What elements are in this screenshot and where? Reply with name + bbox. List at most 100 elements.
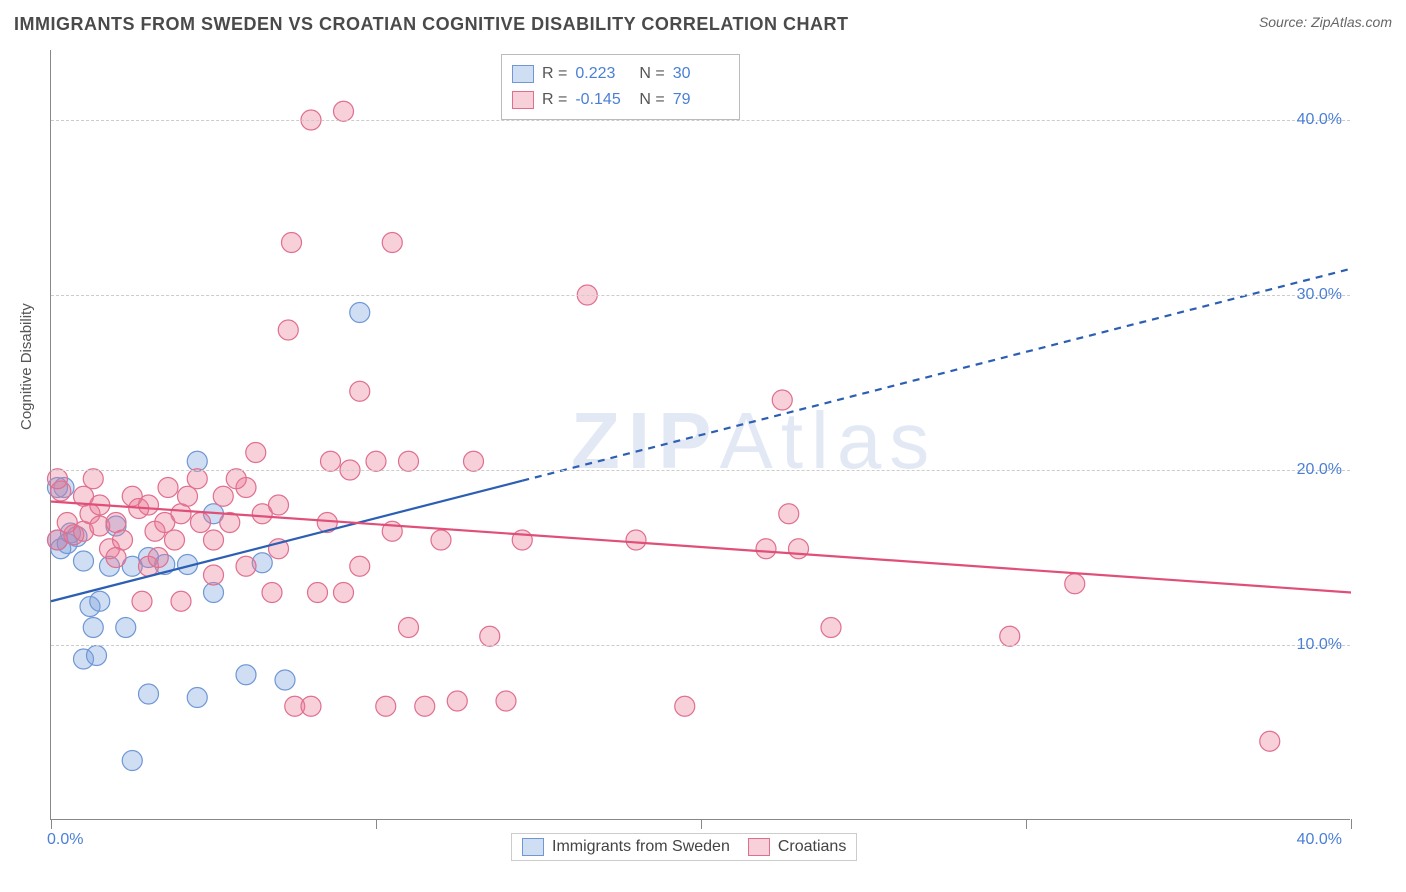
- scatter-point: [308, 583, 328, 603]
- stats-n-label: N =: [639, 65, 664, 83]
- legend-label: Croatians: [778, 838, 846, 856]
- scatter-point: [321, 451, 341, 471]
- legend-swatch: [522, 838, 544, 856]
- scatter-point: [350, 381, 370, 401]
- y-tick-label: 10.0%: [1297, 636, 1342, 654]
- scatter-point: [334, 101, 354, 121]
- x-max-label: 40.0%: [1297, 831, 1342, 849]
- y-tick-label: 40.0%: [1297, 111, 1342, 129]
- scatter-point: [48, 469, 68, 489]
- scatter-point: [83, 469, 103, 489]
- legend-swatch: [512, 91, 534, 109]
- stats-r-value: 0.223: [575, 65, 631, 83]
- scatter-point: [480, 626, 500, 646]
- gridline-h: [51, 295, 1350, 296]
- scatter-point: [1000, 626, 1020, 646]
- stats-r-label: R =: [542, 91, 567, 109]
- scatter-point: [301, 696, 321, 716]
- stats-r-value: -0.145: [575, 91, 631, 109]
- scatter-point: [148, 548, 168, 568]
- scatter-point: [1260, 731, 1280, 751]
- scatter-point: [178, 486, 198, 506]
- scatter-point: [236, 556, 256, 576]
- scatter-point: [399, 618, 419, 638]
- scatter-point: [90, 591, 110, 611]
- gridline-h: [51, 645, 1350, 646]
- gridline-h: [51, 470, 1350, 471]
- scatter-point: [139, 495, 159, 515]
- x-tick: [1351, 819, 1352, 829]
- scatter-point: [191, 513, 211, 533]
- scatter-point: [187, 469, 207, 489]
- x-tick: [376, 819, 377, 829]
- scatter-point: [204, 565, 224, 585]
- scatter-point: [106, 548, 126, 568]
- scatter-point: [282, 233, 302, 253]
- y-tick-label: 30.0%: [1297, 286, 1342, 304]
- scatter-point: [366, 451, 386, 471]
- scatter-point: [789, 539, 809, 559]
- scatter-point: [756, 539, 776, 559]
- scatter-point: [158, 478, 178, 498]
- scatter-point: [226, 469, 246, 489]
- legend-swatch: [512, 65, 534, 83]
- scatter-point: [262, 583, 282, 603]
- scatter-point: [779, 504, 799, 524]
- scatter-point: [132, 591, 152, 611]
- scatter-point: [269, 495, 289, 515]
- scatter-point: [275, 670, 295, 690]
- scatter-point: [1065, 574, 1085, 594]
- scatter-point: [236, 665, 256, 685]
- scatter-point: [334, 583, 354, 603]
- stats-n-label: N =: [639, 91, 664, 109]
- legend-item: Immigrants from Sweden: [522, 838, 730, 856]
- x-tick: [51, 819, 52, 829]
- scatter-point: [278, 320, 298, 340]
- scatter-plot-svg: [51, 50, 1350, 819]
- stats-row: R = -0.145 N = 79: [512, 87, 729, 113]
- stats-r-label: R =: [542, 65, 567, 83]
- scatter-point: [382, 233, 402, 253]
- scatter-point: [675, 696, 695, 716]
- scatter-point: [350, 556, 370, 576]
- scatter-point: [626, 530, 646, 550]
- scatter-point: [431, 530, 451, 550]
- stats-row: R =0.223N =30: [512, 61, 729, 87]
- scatter-point: [447, 691, 467, 711]
- source-credit: Source: ZipAtlas.com: [1259, 14, 1392, 30]
- scatter-point: [171, 591, 191, 611]
- scatter-point: [74, 551, 94, 571]
- scatter-point: [464, 451, 484, 471]
- stats-box: R =0.223N =30R =-0.145N =79: [501, 54, 740, 120]
- stats-n-value: 79: [673, 91, 729, 109]
- y-tick-label: 20.0%: [1297, 461, 1342, 479]
- scatter-point: [399, 451, 419, 471]
- source-name: ZipAtlas.com: [1311, 14, 1392, 30]
- scatter-point: [496, 691, 516, 711]
- chart-title: IMMIGRANTS FROM SWEDEN VS CROATIAN COGNI…: [14, 14, 849, 35]
- scatter-point: [772, 390, 792, 410]
- trend-line-dashed: [522, 269, 1351, 481]
- scatter-point: [139, 684, 159, 704]
- trend-line-solid: [51, 502, 1351, 593]
- gridline-h: [51, 120, 1350, 121]
- chart-plot-area: ZIPAtlas R =0.223N =30R =-0.145N =79 Imm…: [50, 50, 1350, 820]
- x-origin-label: 0.0%: [47, 831, 83, 849]
- legend-label: Immigrants from Sweden: [552, 838, 730, 856]
- legend-item: Croatians: [748, 838, 846, 856]
- scatter-point: [246, 443, 266, 463]
- header: IMMIGRANTS FROM SWEDEN VS CROATIAN COGNI…: [14, 14, 1392, 35]
- scatter-point: [165, 530, 185, 550]
- x-tick: [701, 819, 702, 829]
- x-tick: [1026, 819, 1027, 829]
- legend-swatch: [748, 838, 770, 856]
- scatter-point: [350, 303, 370, 323]
- bottom-legend: Immigrants from Sweden Croatians: [511, 833, 857, 861]
- source-prefix: Source:: [1259, 14, 1311, 30]
- scatter-point: [83, 618, 103, 638]
- y-axis-label: Cognitive Disability: [18, 303, 35, 430]
- scatter-point: [415, 696, 435, 716]
- scatter-point: [116, 618, 136, 638]
- scatter-point: [122, 751, 142, 771]
- scatter-point: [187, 688, 207, 708]
